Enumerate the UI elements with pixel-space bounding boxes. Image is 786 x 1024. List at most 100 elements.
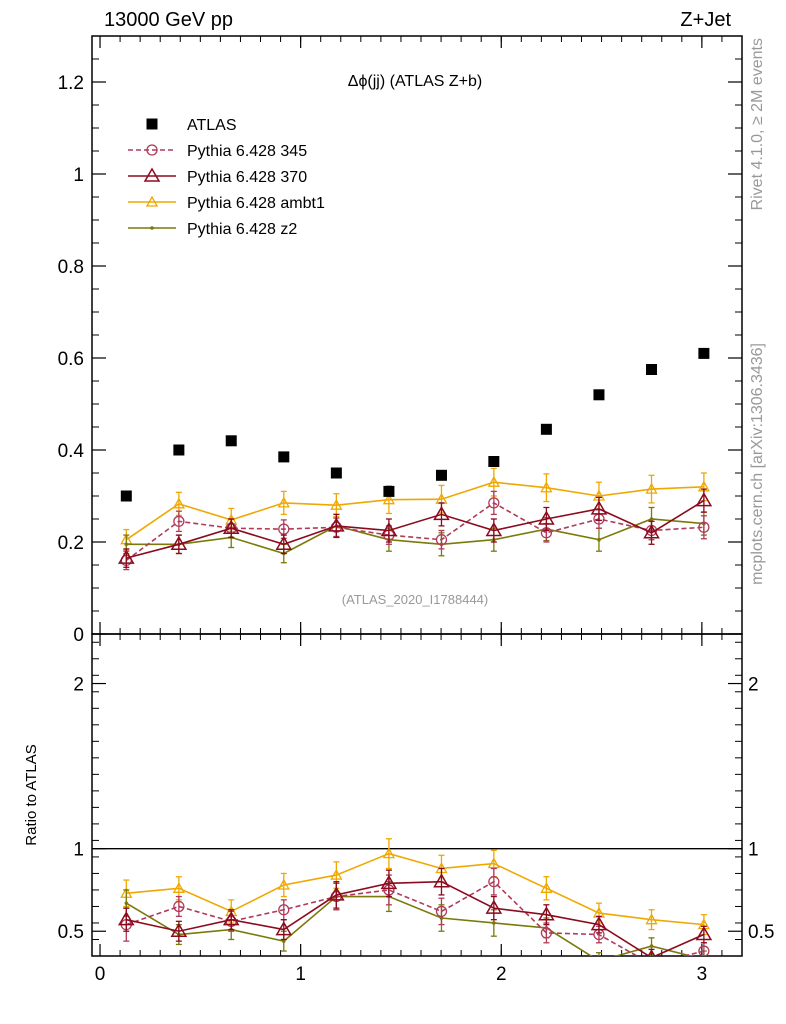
data-point-p370 xyxy=(117,911,135,926)
x-tick-label: 0 xyxy=(95,964,106,985)
data-point-atlas xyxy=(593,389,605,401)
data-point-ambt1 xyxy=(487,857,500,869)
data-point-p370 xyxy=(485,522,503,537)
data-point-p345 xyxy=(435,905,448,918)
series-ambt1 xyxy=(120,838,710,936)
legend-marker-p370 xyxy=(143,167,161,182)
main-plot-title: Δϕ(jj) (ATLAS Z+b) xyxy=(348,73,482,90)
data-point-p370 xyxy=(433,505,450,521)
energy-label: 13000 GeV pp xyxy=(104,9,233,31)
y-tick-label: 0.6 xyxy=(58,349,84,370)
x-tick-label: 3 xyxy=(697,964,708,985)
data-point-p345 xyxy=(488,876,500,888)
series-line-p370 xyxy=(126,499,705,559)
data-point-p370 xyxy=(170,922,188,937)
data-point-p370 xyxy=(590,916,608,931)
legend-label-p370: Pythia 6.428 370 xyxy=(187,169,307,186)
data-point-p345 xyxy=(278,523,290,535)
y-tick-label: 0.4 xyxy=(58,441,85,462)
data-point-z2 xyxy=(124,901,129,905)
data-point-z2 xyxy=(597,959,601,963)
data-point-p370 xyxy=(170,535,188,551)
data-point-p345 xyxy=(647,959,657,969)
series-line-ambt1 xyxy=(125,481,704,541)
data-point-ambt1 xyxy=(487,475,500,487)
series-line-p370 xyxy=(126,880,705,956)
x-tick-label: 2 xyxy=(496,964,507,985)
series-line-ambt1 xyxy=(126,852,704,926)
data-point-ambt1 xyxy=(172,881,185,893)
data-point-p345 xyxy=(540,927,553,939)
data-point-ambt1 xyxy=(277,496,290,508)
data-point-p370 xyxy=(222,911,240,926)
data-point-p345 xyxy=(173,515,185,527)
ratio-plot-panel: Ratio to ATLAS 0 1 2 3 0.5 0.5 1 1 2 2 xyxy=(23,633,774,985)
series-atlas xyxy=(120,347,710,502)
data-point-z2 xyxy=(281,939,286,943)
legend-marker-atlas xyxy=(146,118,158,130)
data-point-p370 xyxy=(275,535,293,551)
y-tick-label: 0.5 xyxy=(58,922,84,943)
data-point-p370 xyxy=(117,549,135,564)
legend-label-p345: Pythia 6.428 345 xyxy=(187,143,307,160)
data-point-p370 xyxy=(222,519,240,534)
series-line-z2 xyxy=(125,895,695,956)
y-tick-label: 0.8 xyxy=(58,257,84,278)
x-tick-label: 1 xyxy=(295,964,306,985)
series-p370 xyxy=(117,488,713,568)
data-point-p345 xyxy=(488,497,500,509)
data-point-p345 xyxy=(435,534,448,546)
data-point-p370 xyxy=(485,899,503,914)
ratio-y-axis-label: Ratio to ATLAS xyxy=(23,744,40,845)
data-point-z2 xyxy=(702,958,706,962)
legend-label-z2: Pythia 6.428 z2 xyxy=(187,221,297,238)
y-tick-label: 1.2 xyxy=(58,73,84,94)
data-point-p345 xyxy=(698,945,710,956)
data-point-atlas xyxy=(698,347,710,359)
series-line-z2 xyxy=(126,518,704,555)
data-point-ambt1 xyxy=(645,913,658,925)
data-point-ambt1 xyxy=(382,847,396,859)
legend: ATLAS Pythia 6.428 345 Pythia 6.428 370 Pyt… xyxy=(128,117,325,238)
data-point-ambt1 xyxy=(172,497,185,509)
data-point-p370 xyxy=(328,517,345,532)
data-point-atlas xyxy=(330,467,342,479)
y-tick-label-right: 1 xyxy=(748,840,759,861)
data-point-p370 xyxy=(590,500,608,515)
data-point-p370 xyxy=(380,874,398,890)
data-point-p370 xyxy=(328,886,345,901)
data-point-p370 xyxy=(538,510,555,525)
data-point-atlas xyxy=(120,490,132,502)
data-point-z2 xyxy=(492,921,496,925)
data-point-z2 xyxy=(649,517,654,521)
data-point-atlas xyxy=(540,423,552,435)
data-point-atlas xyxy=(488,456,500,467)
main-plot-panel: Δϕ(jj) (ATLAS Z+b) (ATLAS_2020_I1788444)… xyxy=(58,35,743,646)
data-point-atlas xyxy=(383,485,395,497)
data-point-p345 xyxy=(173,900,185,913)
data-point-atlas xyxy=(173,444,185,456)
data-point-z2 xyxy=(124,542,129,547)
data-point-p370 xyxy=(538,906,555,921)
data-point-ambt1 xyxy=(277,878,290,890)
mcplots-credit-label: mcplots.cern.ch [arXiv:1306.3436] xyxy=(749,343,766,585)
data-point-ambt1 xyxy=(330,498,343,510)
series-ambt1 xyxy=(120,467,710,551)
y-tick-label: 2 xyxy=(73,675,84,696)
process-label: Z+Jet xyxy=(680,9,731,31)
y-tick-label: 0 xyxy=(73,625,84,646)
legend-label-ambt1: Pythia 6.428 ambt1 xyxy=(187,195,325,212)
data-point-p370 xyxy=(433,873,450,888)
legend-marker-ambt1 xyxy=(145,195,159,207)
y-tick-label-right: 0.5 xyxy=(748,922,774,943)
ratio-frame xyxy=(91,633,743,957)
data-point-z2 xyxy=(649,944,654,948)
data-point-atlas xyxy=(646,364,658,375)
legend-label-atlas: ATLAS xyxy=(187,117,237,134)
data-point-atlas xyxy=(278,451,290,463)
analysis-id-label: (ATLAS_2020_I1788444) xyxy=(342,592,488,607)
data-point-ambt1 xyxy=(330,868,343,880)
y-tick-label-right: 2 xyxy=(748,675,759,696)
legend-marker-p345 xyxy=(146,144,158,156)
